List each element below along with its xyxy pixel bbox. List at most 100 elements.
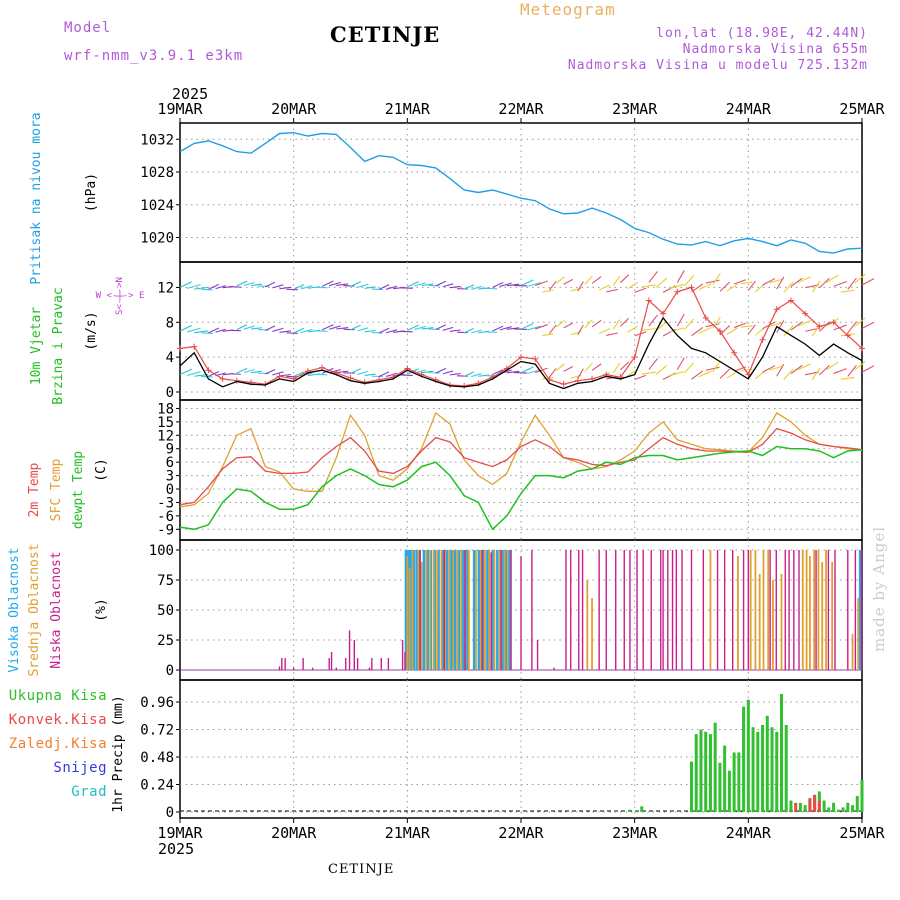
wind-barb	[811, 280, 821, 293]
wind-barb	[719, 281, 731, 292]
wind-barb	[321, 367, 334, 374]
wind-barb	[726, 370, 738, 379]
wind-barb	[243, 325, 255, 330]
wind-barb	[279, 286, 291, 290]
total-precip-bar	[713, 722, 717, 812]
wind-barb	[208, 327, 220, 334]
wind-barb	[357, 370, 369, 375]
total-precip-bar	[836, 809, 840, 812]
total-precip-bar	[723, 745, 727, 812]
wind-barb	[364, 286, 376, 289]
wind-barb	[556, 276, 565, 284]
y-tick-label: 100	[149, 543, 174, 559]
wind-barb	[492, 325, 504, 332]
wind-gust-marker	[716, 328, 723, 334]
pressure-line	[179, 131, 863, 254]
wind-gust-marker	[191, 343, 198, 350]
total-precip-bar	[694, 734, 698, 812]
total-precip-bar	[770, 727, 774, 812]
wind-barb	[584, 362, 593, 372]
y-tick-label: 12	[157, 428, 174, 444]
wind-barb	[797, 276, 812, 283]
wind-gust-marker	[177, 345, 183, 352]
total-precip-bar	[708, 734, 712, 812]
wind-gust-marker	[233, 377, 240, 384]
wind-barb	[463, 327, 475, 334]
temp-axis-title: 2m Temp	[27, 462, 42, 517]
total-precip-bar	[742, 706, 746, 812]
wind-barb	[435, 367, 447, 374]
wind-barb	[265, 325, 276, 331]
wind-barb	[357, 283, 369, 288]
wind-barb	[236, 324, 248, 330]
wind-barb	[279, 330, 291, 333]
wind-barb	[854, 360, 866, 371]
wind-barb	[442, 326, 454, 331]
wind-gust-marker	[660, 310, 667, 317]
wind-barb	[705, 279, 720, 284]
wind-barb	[179, 325, 193, 332]
wind-barb	[762, 365, 776, 373]
wind-barb	[783, 325, 794, 337]
y-tick-label: 1024	[140, 198, 174, 214]
wind-barb	[449, 373, 461, 376]
product-title: Meteogram	[520, 0, 616, 19]
low-cloud-axis-title: Niska Oblacnost	[49, 551, 64, 668]
wind-barb	[818, 277, 830, 289]
wind-barb	[563, 322, 574, 329]
top-date-label: 23MAR	[612, 100, 658, 118]
total-precip-bar	[789, 800, 793, 812]
wind-barb	[733, 322, 747, 329]
wind-barb	[208, 283, 220, 290]
wind-barb	[329, 368, 341, 374]
wind-barb	[676, 357, 685, 370]
wind-barb	[584, 275, 593, 285]
wind-barb	[272, 327, 284, 332]
wind-gust-marker	[773, 306, 780, 313]
wind-barb	[612, 362, 621, 373]
y-tick-label: 1020	[140, 231, 174, 247]
conv-precip-bar	[817, 800, 821, 812]
wind-barb	[641, 284, 656, 288]
footer-station: CETINJE	[328, 862, 395, 877]
wind-barb	[683, 275, 695, 287]
top-date-label: 25MAR	[839, 100, 885, 118]
wind-barb	[797, 363, 812, 371]
total-precip-bar	[779, 694, 783, 812]
wind-barb	[471, 285, 482, 290]
wind-barb	[641, 327, 656, 331]
precip-legend-0: Ukupna Kisa	[9, 688, 107, 704]
wind-gust-marker	[645, 297, 652, 304]
wind-barb	[378, 371, 390, 378]
top-date-label: 20MAR	[271, 100, 317, 118]
wind-barb	[321, 324, 334, 331]
wind-barb	[670, 327, 684, 333]
wind-barb	[215, 328, 226, 333]
y-tick-label: 0	[166, 385, 174, 401]
y-tick-label: 50	[157, 603, 174, 619]
wind-barb	[293, 284, 305, 290]
wind-barb	[620, 274, 630, 284]
wind-barb	[705, 323, 720, 328]
wind-barb	[293, 327, 305, 334]
wind-barb	[683, 318, 695, 330]
wind-barb	[591, 319, 602, 328]
wind-barb	[598, 328, 611, 335]
wind-barb	[535, 324, 548, 330]
wind-barb	[648, 358, 658, 370]
wind-barb	[300, 328, 313, 334]
wind-barb	[442, 370, 454, 375]
total-precip-bar	[765, 715, 769, 812]
wind-barb	[336, 326, 349, 330]
wind-barb	[378, 327, 390, 334]
top-date-label: 22MAR	[498, 100, 544, 118]
wind-barb	[265, 281, 276, 288]
bottom-date-label: 25MAR	[839, 824, 885, 842]
total-precip-bar	[690, 761, 693, 812]
wind-barb	[186, 371, 201, 377]
wind-barb	[847, 321, 857, 334]
wind-barb	[769, 278, 784, 284]
wind-barb	[272, 284, 284, 289]
wind-barb	[357, 327, 369, 332]
